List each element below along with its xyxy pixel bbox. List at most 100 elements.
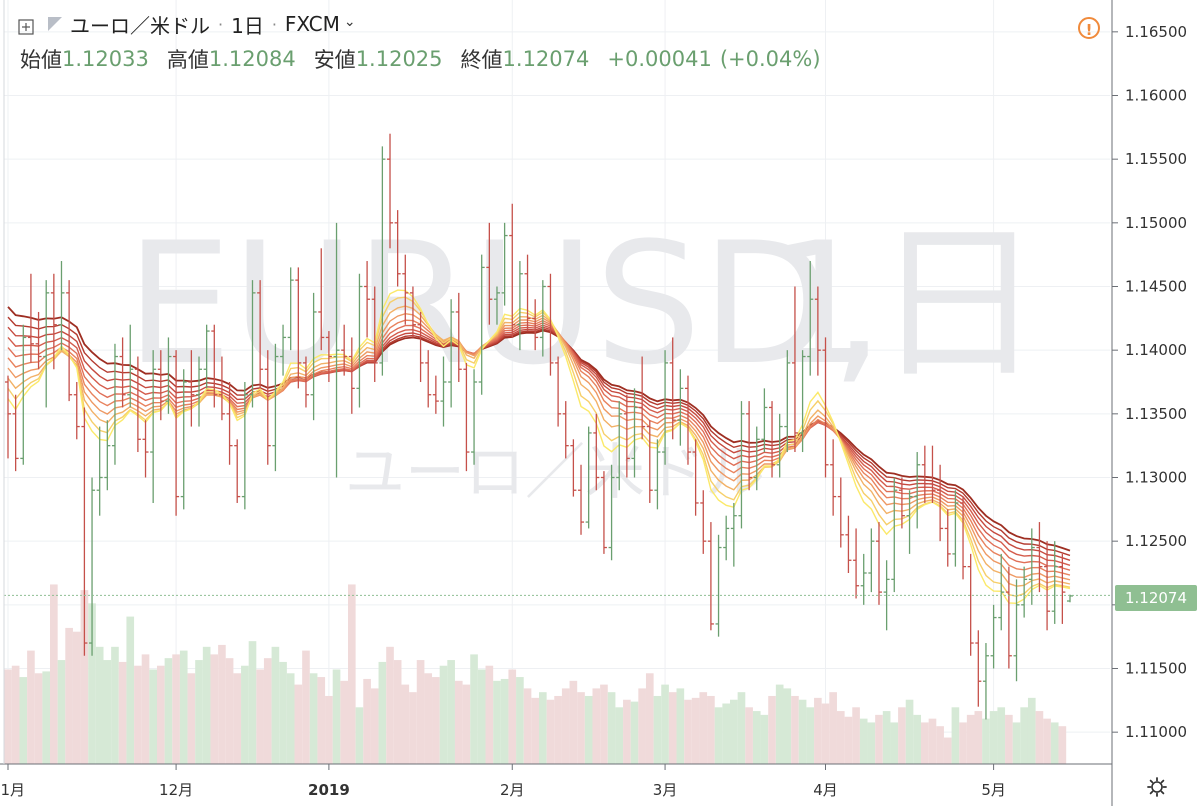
symbol-source[interactable]: FXCM <box>284 12 340 36</box>
volume-bar <box>814 697 822 764</box>
volume-bar <box>80 590 89 764</box>
volume-bar <box>393 660 402 764</box>
volume-bars <box>4 584 1067 764</box>
plus-square-icon[interactable] <box>18 16 34 35</box>
volume-bar <box>600 684 608 764</box>
volume-bar <box>88 603 96 764</box>
ohlc-bar <box>723 515 730 561</box>
ema-line <box>7 312 1071 581</box>
time-tick-label: 12月 <box>159 781 193 799</box>
ohlc-bar <box>1028 528 1035 605</box>
volume-bar <box>355 707 364 764</box>
volume-bar <box>638 688 646 764</box>
volume-bar <box>523 688 532 764</box>
ohlc-bar <box>196 356 203 427</box>
ohlc-bar <box>27 273 34 363</box>
ohlc-bar <box>715 534 722 637</box>
ohlc-bar <box>1013 579 1020 682</box>
ohlc-bar <box>677 369 684 446</box>
ohlc-bar <box>707 522 714 631</box>
volume-bar <box>34 673 43 764</box>
ohlc-bar <box>906 490 913 554</box>
volume-bar <box>4 669 12 764</box>
volume-bar <box>19 677 28 764</box>
volume-bar <box>57 660 66 764</box>
ohlc-bar <box>631 388 638 478</box>
volume-bar <box>584 695 593 764</box>
volume-bar <box>516 677 524 764</box>
ohlc-bar <box>501 222 508 306</box>
price-tick-label: 1.13000 <box>1125 469 1187 487</box>
volume-bar <box>187 673 196 764</box>
open-label: 始値 <box>20 48 62 72</box>
ohlc-bar <box>516 261 523 351</box>
ohlc-bar <box>853 528 860 599</box>
ohlc-bar <box>142 420 149 478</box>
volume-bar <box>561 688 570 764</box>
time-tick-label: 3月 <box>653 781 678 799</box>
ohlc-bar <box>1059 553 1066 624</box>
volume-bar <box>752 711 761 764</box>
volume-bar <box>997 707 1006 764</box>
ohlc-bar <box>341 324 348 376</box>
alert-icon[interactable]: ! <box>1078 17 1100 39</box>
volume-bar <box>317 677 326 764</box>
price-tick-label: 1.14000 <box>1125 341 1187 359</box>
ohlc-bar <box>425 350 432 408</box>
volume-bar <box>982 718 990 764</box>
volume-bar <box>347 584 356 764</box>
ohlc-bar <box>654 439 661 510</box>
volume-bar <box>493 680 501 764</box>
symbol-pair[interactable]: ユーロ／米ドル <box>70 13 210 38</box>
ohlc-bar <box>524 254 531 332</box>
ohlc-bar <box>608 464 615 561</box>
volume-bar <box>325 695 333 764</box>
volume-bar <box>966 714 975 764</box>
ohlc-bar <box>432 375 439 414</box>
ohlc-bar <box>967 553 974 656</box>
volume-bar <box>294 684 303 764</box>
ohlc-bar <box>623 394 630 478</box>
ohlc-bar <box>807 261 814 376</box>
volume-bar <box>470 654 478 764</box>
ohlc-bar <box>440 356 447 427</box>
volume-bar <box>477 669 486 764</box>
volume-bar <box>95 646 104 764</box>
ohlc-bar <box>799 350 806 453</box>
time-tick-label: 2019 <box>308 781 350 799</box>
volume-bar <box>921 722 929 764</box>
ohlc-bar <box>493 286 500 325</box>
ohlc-bar <box>532 299 539 351</box>
ohlc-bar <box>868 528 875 593</box>
volume-bar <box>309 673 318 764</box>
volume-bar <box>684 699 692 764</box>
volume-bar <box>134 665 142 764</box>
ohlc-bar <box>188 350 195 427</box>
volume-bar <box>569 680 578 764</box>
flag-icon <box>48 17 62 31</box>
volume-bar <box>875 714 883 764</box>
volume-bar <box>485 665 494 764</box>
volume-bar <box>836 711 845 764</box>
ohlc-bar <box>746 401 753 491</box>
gear-icon[interactable] <box>1146 776 1168 798</box>
separator-dot: · <box>271 14 277 34</box>
volume-bar <box>676 688 685 764</box>
ohlc-bar <box>738 401 745 529</box>
ohlc-bar <box>471 369 478 465</box>
volume-bar <box>943 737 952 764</box>
ohlc-bar <box>218 356 225 421</box>
ohlc-bar <box>394 210 401 287</box>
ohlc-bar <box>1021 566 1028 618</box>
volume-bar <box>195 660 203 764</box>
ohlc-bar <box>1044 541 1051 631</box>
ohlc-bar <box>302 356 309 408</box>
volume-bar <box>256 669 264 764</box>
ohlc-bar <box>944 509 951 567</box>
ohlc-bar <box>1005 566 1012 669</box>
chevron-down-icon[interactable]: ⌄ <box>343 14 356 30</box>
volume-bar <box>279 661 287 764</box>
symbol-interval[interactable]: 1日 <box>231 13 264 38</box>
ohlc-bar <box>409 286 416 338</box>
